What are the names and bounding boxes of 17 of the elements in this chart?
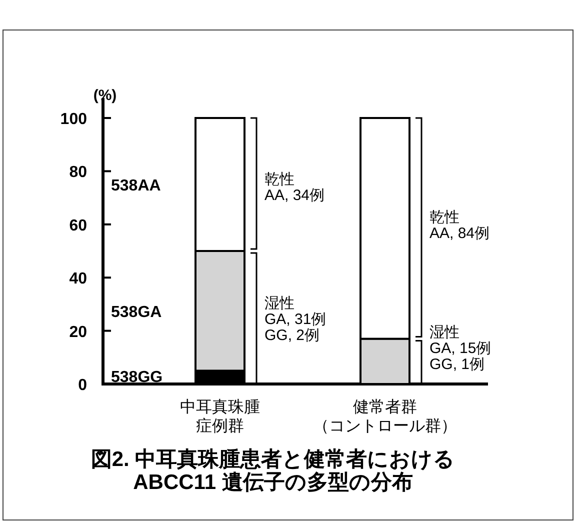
text: 538AA <box>111 178 162 194</box>
text: 図2. 中耳真珠腫患者と健常者における ABCC11 遺伝子の多型の分布 <box>90 448 456 494</box>
annotation: 乾性 AA, 34例 <box>264 171 325 204</box>
x-tick-label: 健常者群（コントロール群） <box>313 398 457 435</box>
y-axis-title: (%) <box>93 87 117 104</box>
x-tick-label: 中耳真珠腫症例群 <box>180 398 260 435</box>
y-tick-label: 0 <box>78 377 88 394</box>
annotation: 湿性 GA, 31例 GG, 2例 <box>264 295 326 344</box>
y-tick-label: 80 <box>69 164 88 182</box>
y-tick-label: 20 <box>69 324 88 341</box>
y-tick-label: 40 <box>69 270 88 288</box>
y-tick-label: 60 <box>69 217 88 234</box>
text: 538GA <box>111 304 162 321</box>
y-tick-label: 100 <box>60 111 88 128</box>
annotation: 湿性 GA, 15例 GG, 1例 <box>430 324 492 373</box>
annotation: 乾性 AA, 84例 <box>430 209 490 242</box>
text: 538GG <box>111 369 163 386</box>
